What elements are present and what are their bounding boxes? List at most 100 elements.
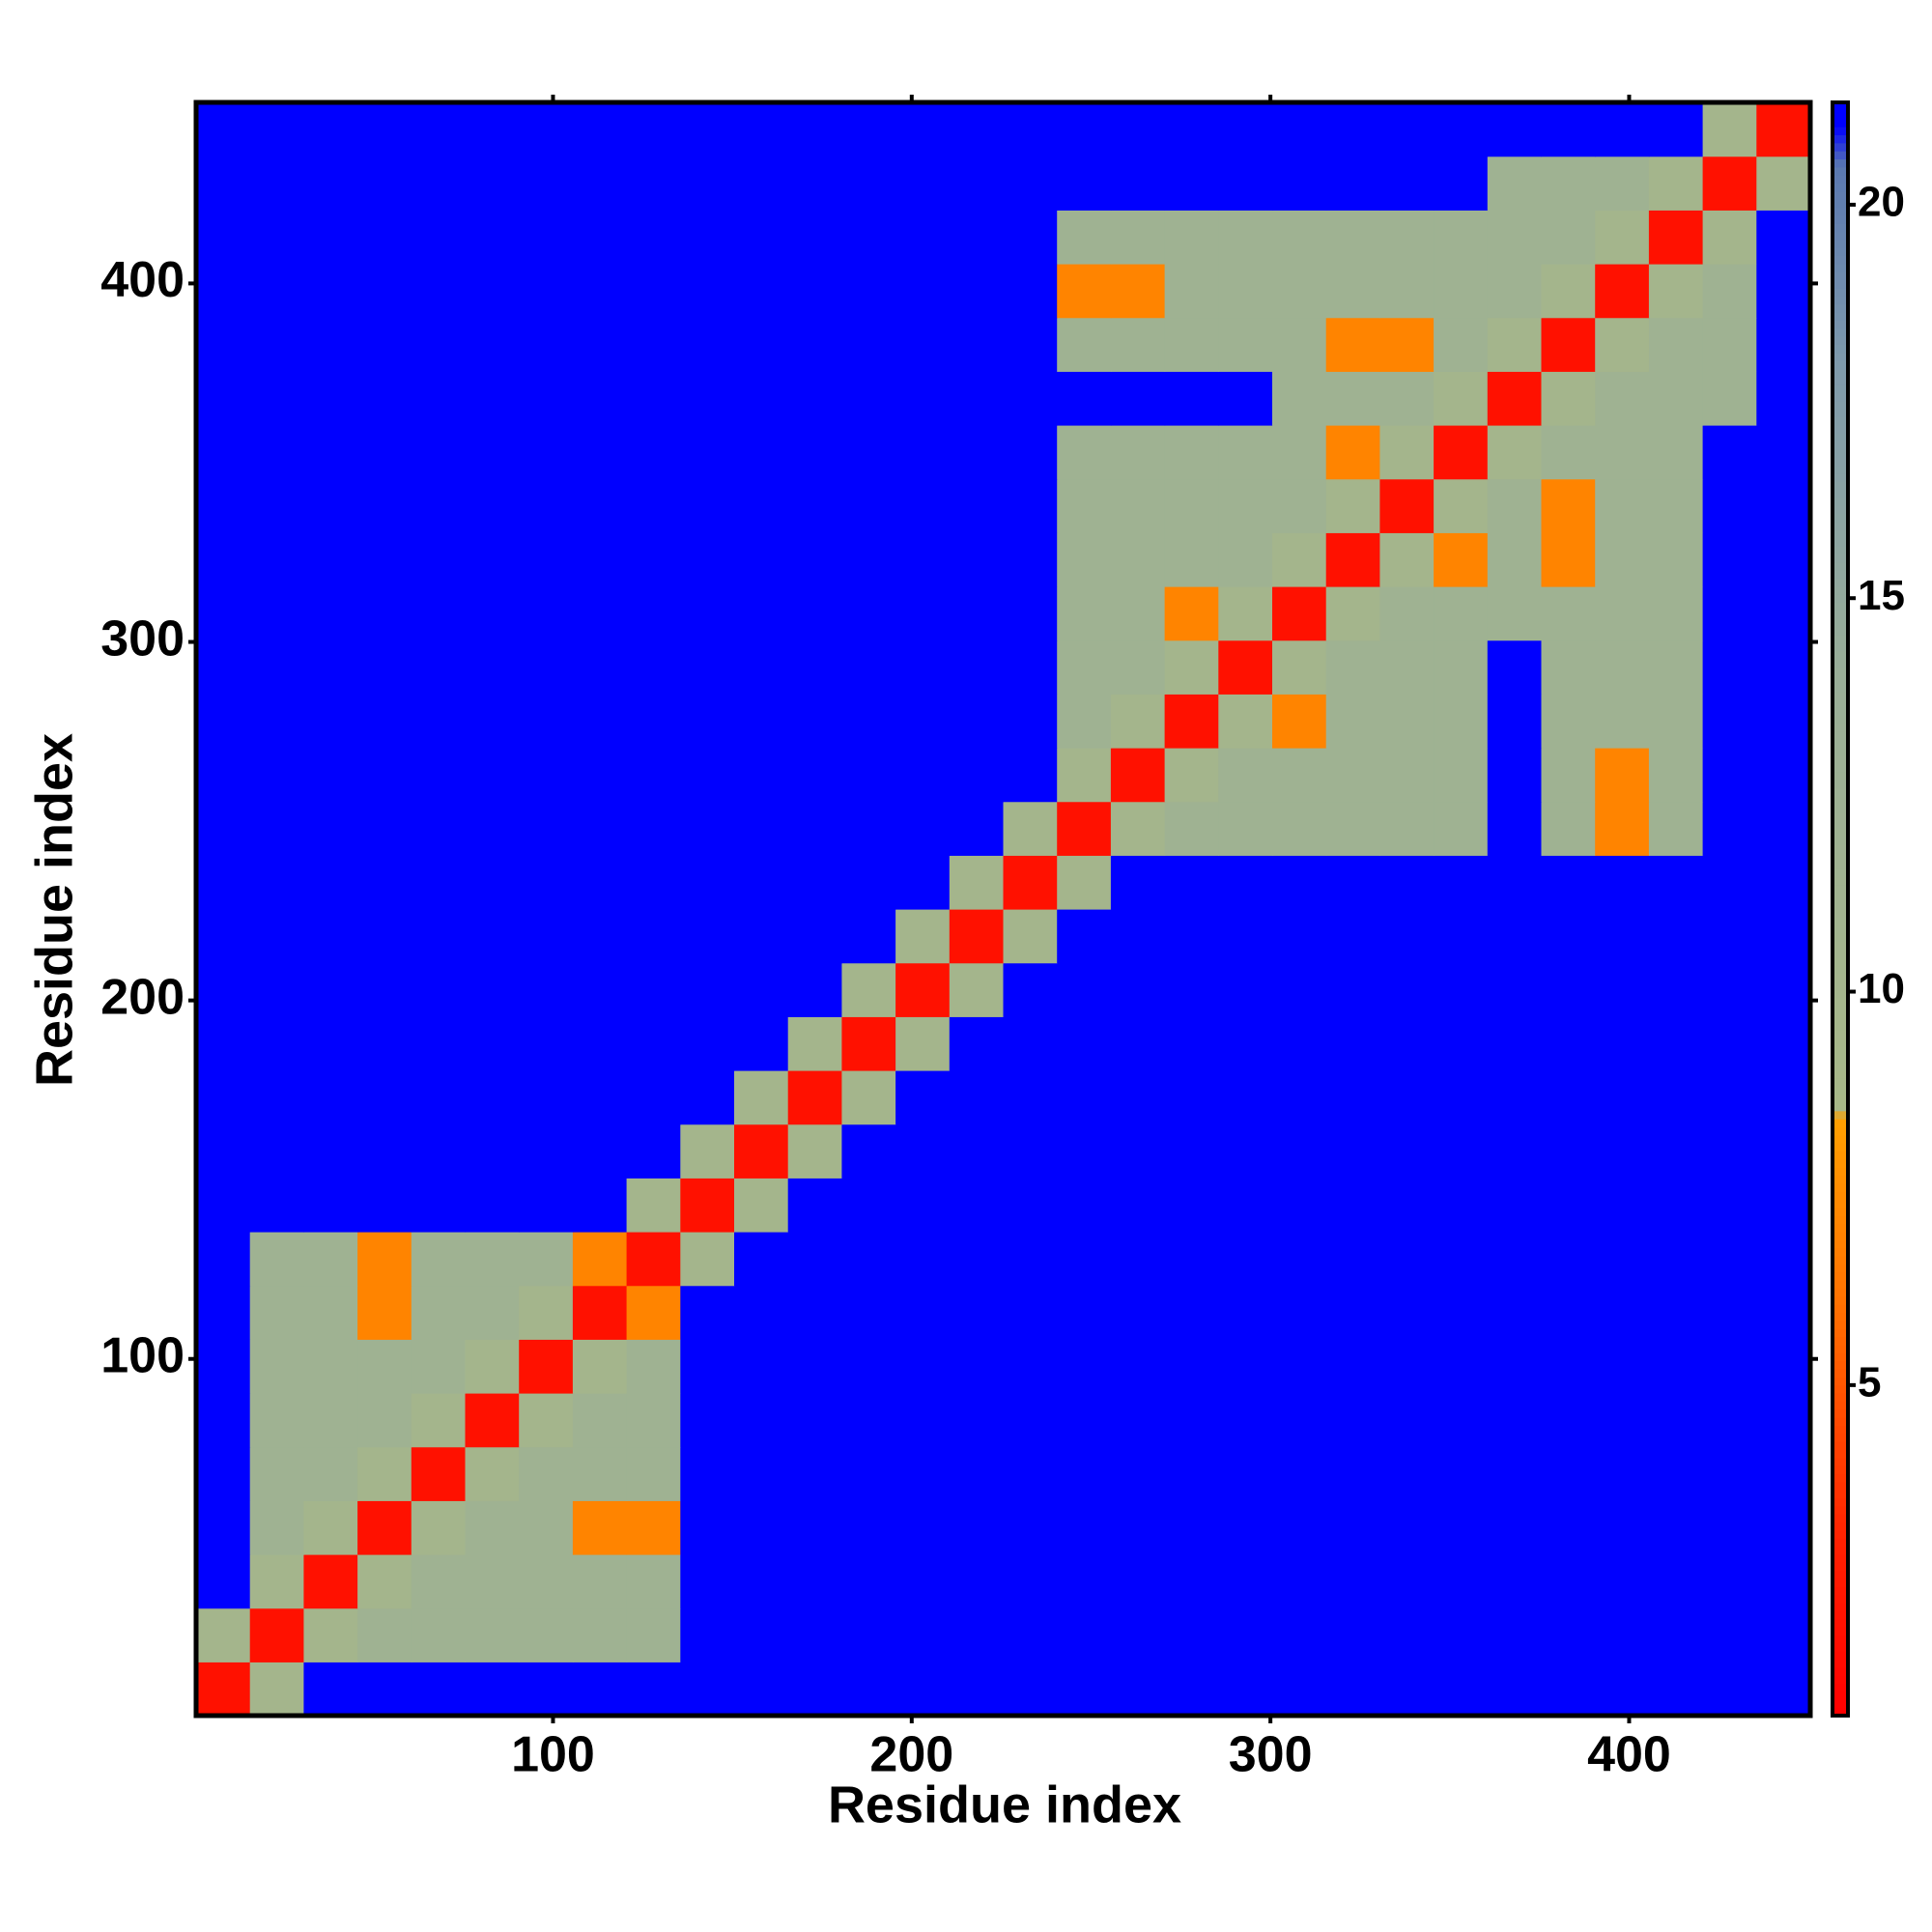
colorbar-segment [1833,1295,1848,1305]
heatmap-cell [519,586,574,641]
heatmap-cell [841,1393,896,1448]
colorbar-segment [1833,1521,1848,1531]
heatmap-cell [1218,1554,1273,1609]
heatmap-cell [949,639,1005,695]
heatmap-cell [787,1339,842,1394]
heatmap-cell [411,210,467,265]
heatmap-cell [1756,1070,1811,1125]
heatmap-cell [1434,1016,1489,1071]
heatmap-cell [1434,156,1489,211]
heatmap-cell [1110,1446,1166,1501]
heatmap-cell [1541,1232,1596,1287]
heatmap-cell [841,1232,896,1287]
heatmap-cell [249,909,304,964]
heatmap-cell [1110,1178,1166,1233]
heatmap-cell [357,1123,412,1179]
colorbar-segment [1833,1271,1848,1281]
heatmap-cell [1164,425,1219,480]
heatmap-cell [1595,1178,1650,1233]
heatmap-cell [1379,1016,1435,1071]
heatmap-cell [1434,1607,1489,1662]
heatmap-cell [1541,694,1596,749]
heatmap-cell [519,1016,574,1071]
colorbar-segment [1833,1433,1848,1442]
heatmap-cell [465,694,520,749]
heatmap-cell [411,425,467,480]
colorbar-segment [1833,392,1848,402]
heatmap-cell [196,1446,251,1501]
colorbar-segment [1833,755,1848,765]
heatmap-cell [680,694,735,749]
heatmap-cell [787,1070,842,1125]
colorbar-segment [1833,1199,1848,1208]
heatmap-cell [680,102,735,157]
colorbar-segment [1833,570,1848,580]
colorbar-segment [1833,102,1848,111]
colorbar-segment [1833,635,1848,644]
colorbar-segment [1833,691,1848,700]
heatmap-cell [1003,639,1058,695]
heatmap-cell [1595,1393,1650,1448]
heatmap-cell [787,478,842,533]
heatmap-cell [303,371,358,426]
heatmap-cell [626,478,681,533]
heatmap-cell [572,1607,628,1662]
heatmap-cell [1272,371,1327,426]
heatmap-cell [249,1607,304,1662]
heatmap-cell [1110,962,1166,1017]
heatmap-cell [572,156,628,211]
colorbar-segment [1833,796,1848,806]
heatmap-cell [572,1662,628,1717]
heatmap-cell [1541,532,1596,587]
heatmap-cell [465,1016,520,1071]
heatmap-cell [1110,1662,1166,1717]
colorbar-segment [1833,529,1848,539]
heatmap-cell [1218,801,1273,856]
colorbar-segment [1833,425,1848,434]
heatmap-cell [1541,1016,1596,1071]
heatmap-cell [1648,478,1704,533]
colorbar-segment [1833,522,1848,531]
colorbar-segment [1833,368,1848,378]
heatmap-cell [1541,748,1596,803]
heatmap-cell [1057,1339,1112,1394]
heatmap-cell [303,748,358,803]
colorbar-segment [1833,731,1848,741]
heatmap-cell [196,694,251,749]
heatmap-cell [626,909,681,964]
colorbar-segment [1833,828,1848,838]
heatmap-cell [1702,748,1757,803]
heatmap-cell [1756,639,1811,695]
heatmap-cell [249,1446,304,1501]
colorbar-segment [1833,602,1848,611]
heatmap-cell [895,210,951,265]
heatmap-cell [1595,102,1650,157]
y-tick-label: 200 [100,969,185,1025]
colorbar-segment [1833,900,1848,910]
heatmap-cell [519,639,574,695]
heatmap-cell [841,1500,896,1555]
heatmap-cell [841,210,896,265]
heatmap-cell [1164,156,1219,211]
heatmap-cell [1702,264,1757,319]
heatmap-cell [841,156,896,211]
heatmap-cell [787,1123,842,1179]
colorbar-segment [1833,1062,1848,1071]
colorbar-segment [1833,465,1848,474]
heatmap-cell [411,1123,467,1179]
heatmap-cell [841,1662,896,1717]
colorbar-segment [1833,981,1848,991]
heatmap-cell [1164,1446,1219,1501]
heatmap-cell [1379,210,1435,265]
heatmap-cell [1003,586,1058,641]
heatmap-cell [680,1070,735,1125]
colorbar-segment [1833,457,1848,467]
heatmap-cell [1164,1070,1219,1125]
heatmap-cell [680,1393,735,1448]
heatmap-cell [1057,748,1112,803]
heatmap-cell [1379,1554,1435,1609]
heatmap-cell [626,317,681,372]
heatmap-cell [1110,1607,1166,1662]
heatmap-cell [1702,1662,1757,1717]
heatmap-cell [519,801,574,856]
